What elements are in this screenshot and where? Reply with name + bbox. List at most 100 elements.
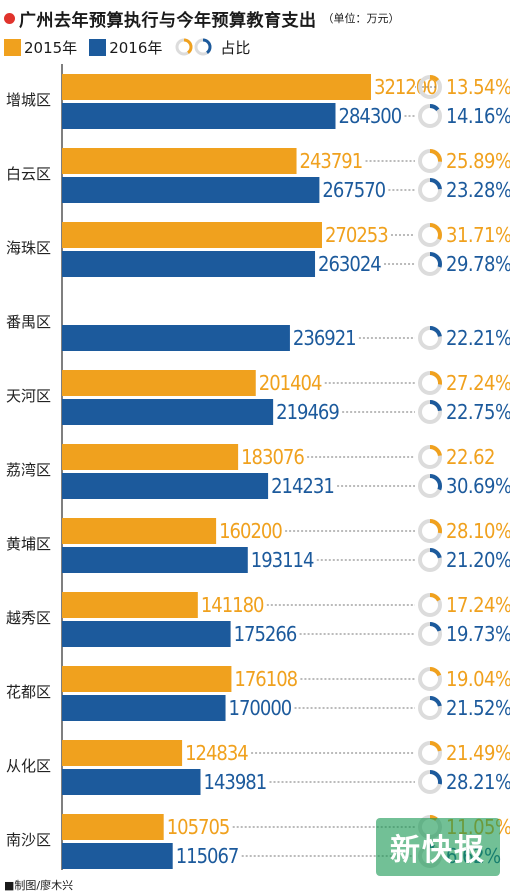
legend-label-2015: 2015年	[24, 38, 78, 57]
share-ring-2015-arc	[418, 519, 442, 543]
bar-2016	[62, 621, 231, 647]
category-label: 增城区	[6, 91, 51, 109]
share-label-2016: 21.20%	[446, 548, 510, 572]
legend-ring-2016-arc	[194, 38, 212, 56]
legend-swatch-2016	[89, 38, 107, 56]
value-label-2015: 124834	[185, 741, 248, 765]
share-label-2015: 22.62	[446, 445, 495, 469]
share-ring-2016	[418, 622, 442, 646]
value-label-2016: 284300	[339, 104, 402, 128]
bar-2016	[62, 177, 320, 203]
share-ring-2015-arc	[418, 223, 442, 247]
legend-ratio-rings-icon	[175, 38, 212, 56]
share-label-2015: 17.24%	[446, 593, 510, 617]
bar-2015	[62, 740, 183, 766]
share-ring-2015-arc	[418, 75, 442, 99]
bar-2015	[62, 592, 198, 618]
value-label-2016: 267570	[322, 178, 385, 202]
share-label-2015: 21.49%	[446, 741, 510, 765]
share-label-2015: 31.71%	[446, 223, 510, 247]
value-label-2015: 201404	[259, 371, 322, 395]
value-label-2016: 175266	[234, 622, 297, 646]
share-label-2015: 19.04%	[446, 667, 510, 691]
share-ring-2016-arc	[418, 178, 442, 202]
value-label-2016: 263024	[318, 252, 381, 276]
value-label-2015: 105705	[167, 815, 230, 839]
share-label-2015: 28.10%	[446, 519, 510, 543]
share-ring-2015	[418, 741, 442, 765]
chart-unit: （单位：万元）	[322, 12, 400, 25]
share-ring-2015-arc	[418, 149, 442, 173]
chart-credit: ■制图/廖木兴	[4, 879, 74, 892]
share-ring-2016-arc	[418, 252, 442, 276]
category-label: 南沙区	[6, 831, 51, 849]
share-ring-2016	[418, 178, 442, 202]
value-label-2016: 170000	[229, 696, 292, 720]
bar-2015	[62, 222, 322, 248]
value-label-2015: 176108	[234, 667, 297, 691]
share-ring-2015	[418, 223, 442, 247]
share-ring-2016-arc	[418, 548, 442, 572]
share-label-2016: 21.52%	[446, 696, 510, 720]
share-ring-2016-arc	[418, 104, 442, 128]
share-label-2016: 22.21%	[446, 326, 510, 350]
category-label: 黄埔区	[6, 535, 51, 553]
share-ring-2016-arc	[418, 326, 442, 350]
share-label-2016: 30.69%	[446, 474, 510, 498]
legend-ring-2016	[194, 38, 212, 56]
share-ring-2015	[418, 445, 442, 469]
share-ring-2016-arc	[418, 770, 442, 794]
bar-2016	[62, 547, 248, 573]
bar-2015	[62, 148, 297, 174]
category-label: 从化区	[6, 757, 51, 775]
chart-title: 广州去年预算执行与今年预算教育支出	[19, 10, 317, 31]
value-label-2016: 236921	[293, 326, 356, 350]
value-label-2015: 160200	[219, 519, 282, 543]
share-label-2015: 13.54%	[446, 75, 510, 99]
bar-2015	[62, 74, 371, 100]
share-label-2016: 28.21%	[446, 770, 510, 794]
share-ring-2016	[418, 548, 442, 572]
bar-2016	[62, 325, 290, 351]
share-ring-2015-arc	[418, 741, 442, 765]
category-label: 荔湾区	[6, 461, 51, 479]
share-label-2015: 27.24%	[446, 371, 510, 395]
share-ring-2015	[418, 149, 442, 173]
category-label: 白云区	[6, 165, 51, 183]
watermark-text: 新快报	[390, 833, 486, 868]
share-ring-2015	[418, 519, 442, 543]
share-ring-2016	[418, 104, 442, 128]
bar-2016	[62, 473, 269, 499]
share-label-2016: 29.78%	[446, 252, 510, 276]
category-label: 花都区	[6, 683, 51, 701]
value-label-2016: 193114	[251, 548, 314, 572]
share-ring-2016	[418, 696, 442, 720]
chart-title-row: 广州去年预算执行与今年预算教育支出 （单位：万元）	[4, 5, 400, 31]
value-label-2016: 115067	[176, 844, 239, 868]
legend-ring-2015	[175, 38, 193, 56]
share-ring-2016	[418, 474, 442, 498]
share-ring-2016-arc	[418, 474, 442, 498]
share-ring-2015	[418, 75, 442, 99]
category-label: 天河区	[6, 387, 51, 405]
share-label-2016: 23.28%	[446, 178, 510, 202]
legend-swatch-2015	[4, 38, 21, 56]
bar-2016	[62, 251, 316, 277]
value-label-2015: 183076	[241, 445, 304, 469]
legend-ring-2015-arc	[175, 38, 193, 56]
share-ring-2016	[418, 326, 442, 350]
share-ring-2016	[418, 400, 442, 424]
value-label-2016: 214231	[271, 474, 334, 498]
value-label-2015: 141180	[201, 593, 264, 617]
bar-2015	[62, 814, 164, 840]
category-label: 番禺区	[6, 313, 51, 331]
share-label-2016: 22.75%	[446, 400, 510, 424]
bar-2015	[62, 666, 232, 692]
share-ring-2015	[418, 593, 442, 617]
share-ring-2015	[418, 371, 442, 395]
share-ring-2016-arc	[418, 400, 442, 424]
bar-2015	[62, 518, 217, 544]
share-label-2016: 14.16%	[446, 104, 510, 128]
bar-2016	[62, 695, 226, 721]
share-ring-2015-arc	[418, 667, 442, 691]
